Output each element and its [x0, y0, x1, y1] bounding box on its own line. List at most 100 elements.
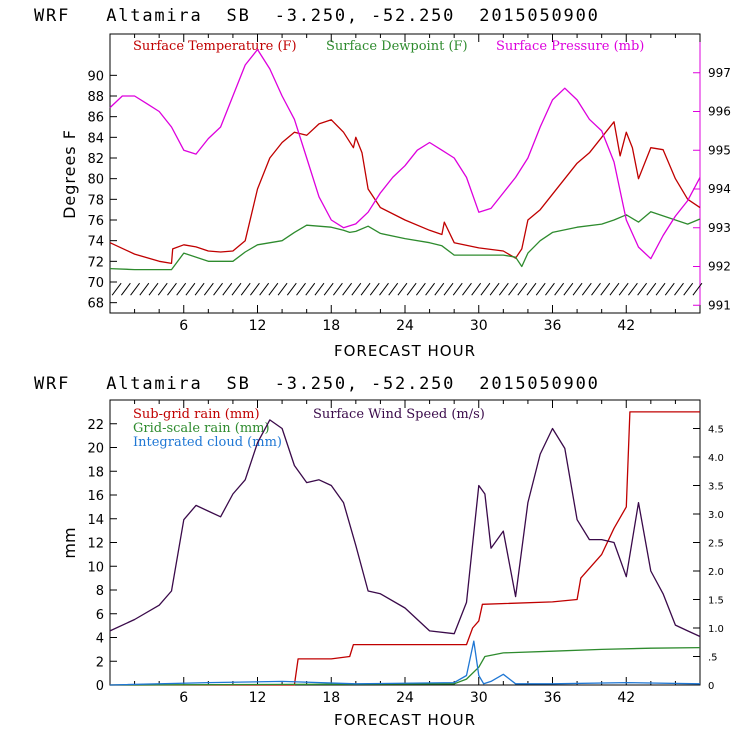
y2-tick-label: 4.0 [708, 453, 724, 464]
bottom-y2-tick-labels: 0 .5 1.0 1.5 2.0 2.5 3.0 3.5 4.0 4.5 [708, 425, 724, 693]
y-tick-label: 6 [96, 608, 104, 623]
y-tick-label: 82 [87, 152, 104, 167]
series-line-surface-dewpoint [109, 211, 701, 271]
wind-barb [388, 282, 399, 296]
bottom-series-group [109, 411, 701, 686]
wind-barb [535, 282, 546, 296]
x-tick-label: 24 [396, 690, 414, 706]
y2-tick-label: .5 [708, 653, 718, 664]
x-tick-label: 30 [470, 690, 488, 706]
series-line-surface-temperature [109, 119, 701, 265]
bottom-x-axis-label: FORECAST HOUR [334, 711, 476, 729]
wind-barb [240, 282, 251, 296]
y-tick-label: 2 [96, 655, 104, 670]
wind-barb [406, 282, 417, 296]
bottom-y-tick-labels: 0 2 4 6 8 10 12 14 16 18 20 22 [87, 418, 104, 694]
x-tick-label: 12 [249, 690, 267, 706]
wind-barb [231, 282, 242, 296]
legend-subgrid-rain: Sub-grid rain (mm) [133, 407, 260, 422]
wind-barb [646, 282, 657, 296]
wind-barb [185, 282, 196, 296]
y2-tick-label: 995 [708, 143, 731, 157]
x-tick-label: 6 [179, 318, 188, 334]
wind-barb [268, 282, 279, 296]
x-tick-label: 6 [179, 690, 188, 706]
y2-tick-label: 2.5 [708, 539, 724, 550]
wind-barb [351, 282, 362, 296]
wind-barb [397, 282, 408, 296]
y-tick-label: 86 [87, 111, 104, 126]
legend-surface-pressure: Surface Pressure (mb) [496, 39, 644, 54]
wind-barb [360, 282, 371, 296]
y2-tick-label: 996 [708, 105, 731, 119]
top-axis-ticks [109, 34, 701, 313]
y2-tick-label: 4.5 [708, 425, 724, 436]
y-tick-label: 16 [87, 489, 104, 504]
wind-barb [637, 282, 648, 296]
wind-barb [480, 282, 491, 296]
series-line-grid-scale-rain [109, 646, 701, 686]
wind-barb [130, 282, 140, 296]
wind-barb [609, 282, 620, 296]
wind-barb [425, 282, 435, 296]
y2-tick-label: 994 [708, 182, 731, 196]
wind-barb [674, 282, 684, 296]
top-panel-title: WRF Altamira SB -3.250, -52.250 20150509… [34, 6, 600, 26]
wind-barb [572, 282, 583, 296]
wind-barb [692, 282, 703, 296]
y2-tick-label: 992 [708, 260, 731, 274]
wind-barb [489, 282, 500, 296]
y2-tick-label: 997 [708, 66, 731, 80]
top-y2-tick-labels: 991 992 993 994 995 996 997 [708, 66, 731, 313]
y-tick-label: 8 [96, 584, 104, 599]
y2-tick-label: 1.5 [708, 596, 724, 607]
wind-barb [517, 282, 528, 296]
wind-barb [591, 282, 601, 296]
x-tick-label: 18 [322, 690, 340, 706]
y2-tick-label: 3.0 [708, 510, 724, 521]
x-tick-label: 36 [544, 690, 562, 706]
legend-gridscale-rain: Grid-scale rain (mm) [133, 421, 270, 436]
wind-barb [323, 282, 334, 296]
wind-barb [332, 282, 343, 296]
x-tick-label: 42 [617, 318, 635, 334]
y2-tick-label: 2.0 [708, 567, 724, 578]
wind-barb [462, 282, 472, 296]
x-tick-label: 12 [249, 318, 267, 334]
top-y-axis-label: Degrees F [60, 129, 79, 219]
wind-barb [415, 282, 426, 296]
y-tick-label: 84 [87, 131, 104, 146]
y-tick-label: 20 [87, 442, 104, 457]
wind-barb [600, 282, 611, 296]
y-tick-label: 18 [87, 465, 104, 480]
wind-barb [452, 282, 463, 296]
wind-barb [250, 282, 260, 296]
y2-tick-label: 1.0 [708, 624, 724, 635]
y-tick-label: 72 [87, 255, 104, 270]
wind-barb [213, 282, 223, 296]
wind-barbs-row [111, 282, 703, 296]
wind-barb [379, 282, 389, 296]
wind-barb [434, 282, 445, 296]
wind-barb [369, 282, 380, 296]
wind-barb [167, 282, 177, 296]
wind-barb [545, 282, 555, 296]
y-tick-label: 68 [87, 297, 104, 312]
wind-barb [222, 282, 233, 296]
y2-tick-label: 3.5 [708, 482, 724, 493]
wind-barb [314, 282, 325, 296]
top-x-tick-labels: 6 12 18 24 30 36 42 [179, 318, 635, 334]
wind-barb [581, 282, 592, 296]
y-tick-label: 22 [87, 418, 104, 433]
series-line-integrated-cloud [109, 640, 701, 686]
y-tick-label: 78 [87, 193, 104, 208]
top-panel: WRF Altamira SB -3.250, -52.250 20150509… [34, 6, 731, 360]
wind-barb [120, 282, 131, 296]
legend-surface-dewpoint: Surface Dewpoint (F) [326, 39, 468, 54]
wind-barb [498, 282, 509, 296]
y-tick-label: 14 [87, 513, 104, 528]
y-tick-label: 12 [87, 537, 104, 552]
y-tick-label: 10 [87, 560, 104, 575]
wind-barb [655, 282, 666, 296]
wind-barb [157, 282, 168, 296]
